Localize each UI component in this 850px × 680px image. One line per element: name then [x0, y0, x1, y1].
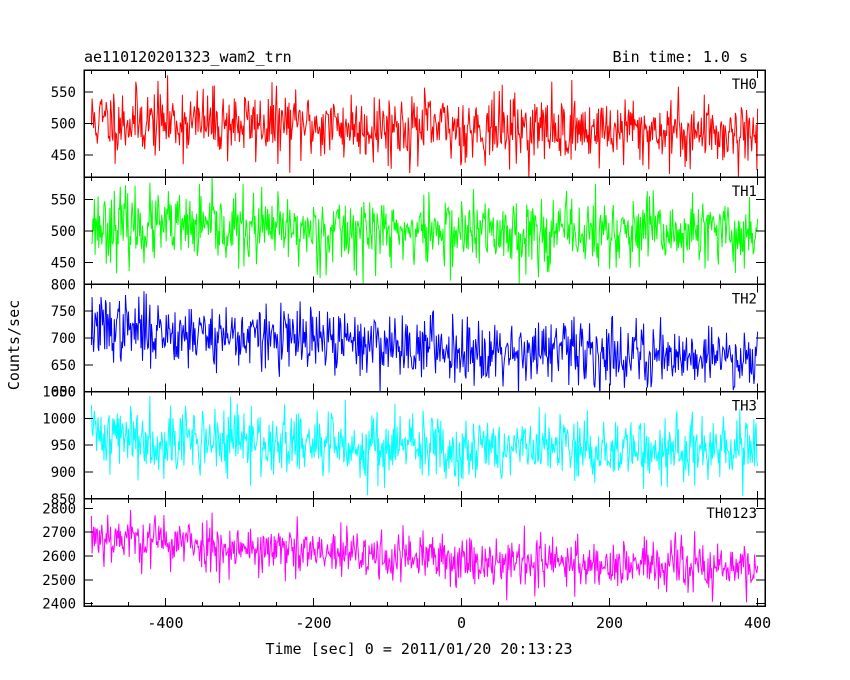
y-tick-label: 1050	[42, 385, 76, 401]
y-tick-label: 450	[51, 255, 76, 271]
x-tick-label: -400	[147, 614, 183, 632]
x-axis-label: Time [sec] 0 = 2011/01/20 20:13:23	[265, 640, 572, 658]
series-line-th0	[90, 75, 759, 178]
y-tick-label: 750	[51, 304, 76, 320]
y-tick-label: 550	[51, 192, 76, 208]
y-tick-label: 2700	[42, 525, 76, 541]
y-tick-label: 2400	[42, 597, 76, 613]
panel-frame	[83, 498, 766, 607]
series-line-th2	[90, 291, 759, 392]
y-tick-label: 2500	[42, 573, 76, 589]
y-axis-label: Counts/sec	[5, 300, 23, 390]
y-tick-label: 600	[51, 385, 76, 401]
x-tick-label: 400	[744, 614, 771, 632]
y-tick-label: 850	[51, 492, 76, 508]
y-tick-label: 650	[51, 358, 76, 374]
panel-label: TH0	[732, 77, 757, 93]
x-tick-label: 0	[457, 614, 466, 632]
panel-label: TH3	[732, 399, 757, 415]
y-tick-label: 2800	[42, 501, 76, 517]
x-axis: -400 -200 0 200 400	[147, 614, 771, 632]
chart-title: ae110120201323_wam2_trn	[84, 48, 292, 66]
x-tick-label: -200	[295, 614, 331, 632]
y-tick-label: 950	[51, 438, 76, 454]
y-tick-label: 450	[51, 148, 76, 164]
panel-th0: 450 500 550 TH0	[51, 69, 766, 178]
panel-label: TH1	[732, 184, 757, 200]
y-tick-label: 1000	[42, 411, 76, 427]
y-tick-label: 800	[51, 277, 76, 293]
series-line-th0123	[90, 509, 759, 603]
x-tick-label: 200	[596, 614, 623, 632]
panel-stack: 450 500 550 TH0 450 500 550 TH1 600 650 700 750 800 T…	[42, 69, 766, 613]
y-tick-label: 700	[51, 331, 76, 347]
y-tick-label: 900	[51, 465, 76, 481]
series-line-th1	[91, 177, 759, 285]
y-tick-label: 550	[51, 85, 76, 101]
panel-label: TH0123	[706, 506, 757, 522]
series-line-th3	[90, 395, 759, 497]
y-tick-label: 2600	[42, 549, 76, 565]
panel-th1: 450 500 550 TH1	[51, 176, 766, 286]
panel-th3: 850 900 950 1000 1050 TH3	[42, 385, 766, 508]
y-tick-label: 500	[51, 117, 76, 133]
panel-th2: 600 650 700 750 800 TH2	[51, 277, 766, 401]
bin-time-label: Bin time: 1.0 s	[613, 48, 748, 66]
panel-label: TH2	[732, 291, 757, 307]
panel-th0123: 2400 2500 2600 2700 2800 TH0123	[42, 498, 766, 613]
y-tick-label: 500	[51, 224, 76, 240]
